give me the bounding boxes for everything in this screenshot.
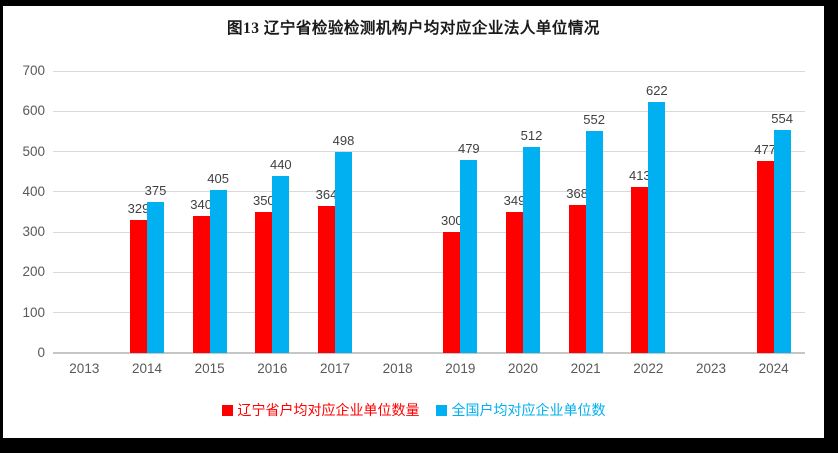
gridline <box>53 271 805 273</box>
bar-value-label: 554 <box>771 110 793 126</box>
y-axis-tick-label: 0 <box>37 345 45 360</box>
bar-national-2017 <box>335 152 352 353</box>
x-axis-label: 2014 <box>131 361 163 376</box>
bar-liaoning-2017 <box>318 206 335 353</box>
plot-area: 0 100 200 300 400 500 600 700 2013 2014 329 375 2015… <box>22 63 805 376</box>
x-axis-label: 2020 <box>507 361 539 376</box>
bar-national-2021 <box>585 130 603 353</box>
bar-value-label: 375 <box>144 182 167 198</box>
bar-national-2022 <box>648 102 666 353</box>
x-axis-label: 2016 <box>257 361 288 376</box>
bar-value-label: 622 <box>645 83 668 99</box>
bar-liaoning-2024 <box>756 160 774 353</box>
y-axis-tick-label: 300 <box>22 224 45 240</box>
legend-swatch-national <box>435 404 447 416</box>
x-axis-label: 2015 <box>194 361 225 376</box>
x-axis-line <box>53 352 805 354</box>
legend: 辽宁省户均对应企业单位数量 全国户均对应企业单位数 <box>3 402 824 418</box>
legend-item-national: 全国户均对应企业单位数 <box>435 402 606 418</box>
y-axis-tick-label: 600 <box>22 103 45 119</box>
bar-value-label: 479 <box>457 141 480 157</box>
bar-value-label: 329 <box>127 201 150 217</box>
bar-liaoning-2019 <box>443 232 461 353</box>
gridline <box>53 110 805 112</box>
bar-liaoning-2020 <box>506 212 523 353</box>
legend-label-liaoning: 辽宁省户均对应企业单位数量 <box>237 402 420 418</box>
bar-liaoning-2022 <box>631 186 649 353</box>
legend-swatch-liaoning <box>221 404 233 416</box>
x-axis-label: 2018 <box>382 361 413 376</box>
x-axis-label: 2013 <box>69 361 100 376</box>
chart-canvas: 图13 辽宁省检验检测机构户均对应企业法人单位情况 0 100 200 300 400 5… <box>3 6 824 438</box>
bar-value-label: 368 <box>566 185 588 201</box>
bar-value-label: 364 <box>315 187 338 203</box>
x-axis-label: 2022 <box>633 361 664 376</box>
bar-value-label: 349 <box>503 193 526 209</box>
y-axis-tick-label: 500 <box>22 143 45 159</box>
legend-item-liaoning: 辽宁省户均对应企业单位数量 <box>221 402 420 418</box>
bar-national-2016 <box>272 175 290 353</box>
bar-liaoning-2014 <box>130 220 147 353</box>
bar-liaoning-2021 <box>568 204 586 353</box>
x-axis-label: 2023 <box>695 361 727 376</box>
bar-national-2020 <box>523 146 540 353</box>
bar-national-2019 <box>460 160 478 353</box>
gridline <box>53 70 805 72</box>
y-axis-tick-label: 200 <box>22 264 45 280</box>
bar-value-label: 350 <box>252 193 275 208</box>
bar-national-2014 <box>147 201 164 353</box>
x-axis-label: 2017 <box>319 361 351 376</box>
y-axis-tick-label: 100 <box>22 304 45 320</box>
bar-value-label: 413 <box>628 167 651 183</box>
legend-label-national: 全国户均对应企业单位数 <box>451 402 606 418</box>
y-axis-tick-label: 400 <box>22 183 45 199</box>
x-axis-label: 2024 <box>758 361 789 376</box>
chart-title: 图13 辽宁省检验检测机构户均对应企业法人单位情况 <box>227 20 600 37</box>
gridline <box>53 312 805 314</box>
bar-value-label: 477 <box>754 141 776 157</box>
gridline <box>53 191 805 193</box>
bar-liaoning-2016 <box>255 212 273 353</box>
bar-liaoning-2015 <box>192 216 210 353</box>
x-axis-label: 2019 <box>445 361 476 376</box>
gridline <box>53 151 805 153</box>
y-axis-tick-label: 700 <box>22 63 45 78</box>
bar-value-label: 300 <box>440 213 463 229</box>
bar-national-2024 <box>773 129 791 353</box>
bar-value-label: 512 <box>520 127 543 143</box>
bar-value-label: 552 <box>583 111 605 127</box>
gridline <box>53 231 805 233</box>
bar-value-label: 340 <box>190 197 212 213</box>
bar-value-label: 440 <box>269 156 292 172</box>
bar-value-label: 498 <box>332 133 355 149</box>
x-axis-label: 2021 <box>570 361 601 376</box>
bar-national-2015 <box>209 189 227 353</box>
bar-value-label: 405 <box>207 170 229 186</box>
